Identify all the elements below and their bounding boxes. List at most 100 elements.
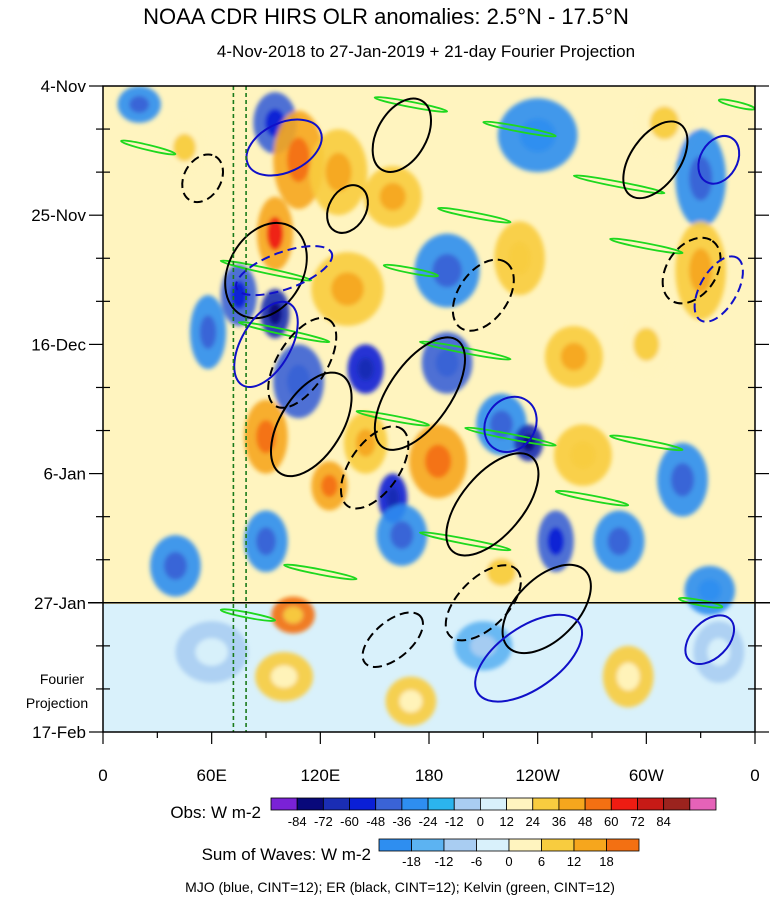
colorbar-tick-label: -18: [402, 854, 421, 869]
colorbar-swatch: [428, 798, 454, 810]
anomaly-core: [164, 552, 187, 580]
anomaly-core: [256, 527, 276, 555]
colorbar-swatch: [480, 798, 506, 810]
anomaly-core: [173, 134, 196, 162]
anomaly-core: [617, 663, 640, 691]
colorbar-swatch: [607, 839, 640, 851]
colorbar-swatch: [690, 798, 716, 810]
anomaly-core: [671, 463, 694, 496]
colorbar-tick-label: 84: [656, 814, 670, 829]
anomaly-core: [698, 579, 721, 601]
colorbar-tick-label: -12: [445, 814, 464, 829]
obs-colorbar-label: Obs: W m-2: [170, 803, 261, 822]
y-tick-label: 4-Nov: [41, 77, 87, 96]
colorbar-swatch: [376, 798, 402, 810]
y-tick-label: 25-Nov: [31, 206, 86, 225]
anomaly-core: [287, 365, 310, 398]
colorbar-swatch: [444, 839, 477, 851]
colorbar-swatch: [323, 798, 349, 810]
x-axis: 0 60E 120E 180 120W 60W 0: [98, 732, 759, 785]
anomaly-core: [487, 558, 516, 586]
y-tick-label: 16-Dec: [31, 335, 86, 354]
anomaly-core: [561, 343, 587, 371]
waves-colorbar: -18 -12 -6 0 6 12 18: [379, 839, 639, 869]
colorbar-tick-label: 12: [499, 814, 513, 829]
projection-label-line-1: Fourier: [40, 671, 85, 687]
anomaly-core: [283, 607, 303, 624]
colorbar-tick-label: -60: [340, 814, 359, 829]
colorbar-swatch: [664, 798, 690, 810]
anomaly-core: [548, 527, 564, 555]
colorbar-tick-label: -24: [419, 814, 438, 829]
anomaly-core: [271, 666, 297, 688]
colorbar-tick-label: 12: [567, 854, 581, 869]
anomaly-core: [608, 527, 631, 555]
anomaly-core: [432, 254, 461, 287]
colorbar-tick-label: 0: [505, 854, 512, 869]
projection-label-line-2: Projection: [26, 695, 88, 711]
anomaly-core: [399, 690, 422, 712]
colorbar-tick-label: 24: [526, 814, 540, 829]
colorbar-swatch: [297, 798, 323, 810]
anomaly-core: [195, 638, 228, 666]
anomaly-core: [508, 242, 531, 275]
y-tick-label: 17-Feb: [32, 723, 86, 742]
plot-area: [103, 86, 756, 732]
x-tick-label: 60E: [197, 766, 227, 785]
anomaly-core: [380, 183, 406, 211]
anomaly-core: [390, 521, 413, 549]
colorbar-tick-label: 6: [538, 854, 545, 869]
chart-subtitle: 4-Nov-2018 to 27-Jan-2019 + 21-day Fouri…: [217, 42, 635, 61]
colorbar-swatch: [402, 798, 428, 810]
x-tick-label: 0: [750, 766, 759, 785]
x-tick-label: 120E: [300, 766, 340, 785]
anomaly-core: [356, 429, 376, 457]
contour-legend: MJO (blue, CINT=12); ER (black, CINT=12)…: [185, 879, 615, 895]
colorbar-tick-label: 72: [630, 814, 644, 829]
colorbar-tick-label: 60: [604, 814, 618, 829]
colorbar-swatch: [585, 798, 611, 810]
colorbar-swatch: [637, 798, 663, 810]
colorbar-swatch: [611, 798, 637, 810]
colorbar-swatch: [542, 839, 575, 851]
colorbar-swatch: [509, 839, 542, 851]
colorbar-tick-label: 0: [477, 814, 484, 829]
anomaly-core: [129, 96, 149, 113]
colorbar-tick-label: -36: [392, 814, 411, 829]
anomaly-core: [357, 358, 373, 380]
colorbar-tick-label: -48: [366, 814, 385, 829]
chart-title: NOAA CDR HIRS OLR anomalies: 2.5°N - 17.…: [143, 4, 629, 29]
x-tick-label: 180: [415, 766, 443, 785]
colorbar-tick-label: -84: [288, 814, 307, 829]
x-tick-label: 120W: [515, 766, 559, 785]
colorbar-tick-label: 48: [578, 814, 592, 829]
colorbar-swatch: [477, 839, 510, 851]
anomaly-core: [287, 138, 310, 182]
colorbar-tick-label: -72: [314, 814, 333, 829]
anomaly-core: [425, 445, 451, 478]
x-tick-label: 0: [98, 766, 107, 785]
colorbar-swatch: [559, 798, 585, 810]
colorbar-swatch: [412, 839, 445, 851]
y-tick-label: 6-Jan: [43, 465, 86, 484]
waves-colorbar-label: Sum of Waves: W m-2: [202, 845, 371, 864]
colorbar-swatch: [454, 798, 480, 810]
anomaly-core: [200, 315, 216, 348]
colorbar-swatch: [507, 798, 533, 810]
hovmoller-chart: NOAA CDR HIRS OLR anomalies: 2.5°N - 17.…: [0, 0, 772, 899]
colorbar-swatch: [379, 839, 412, 851]
anomaly-core: [689, 156, 712, 200]
colorbar-tick-label: -6: [471, 854, 483, 869]
x-tick-label: 60W: [629, 766, 664, 785]
anomaly-core: [436, 349, 459, 377]
anomaly-core: [570, 441, 596, 469]
obs-colorbar: -84 -72 -60 -48 -36 -24 -12 0 12 24 36 48 60 72 84: [271, 798, 716, 829]
colorbar-tick-label: 36: [552, 814, 566, 829]
colorbar-tick-label: -12: [435, 854, 454, 869]
colorbar-swatch: [271, 798, 297, 810]
colorbar-swatch: [350, 798, 376, 810]
anomaly-core: [321, 475, 337, 497]
colorbar-tick-label: 18: [599, 854, 613, 869]
anomaly-core: [633, 328, 659, 361]
y-tick-label: 27-Jan: [34, 594, 86, 613]
